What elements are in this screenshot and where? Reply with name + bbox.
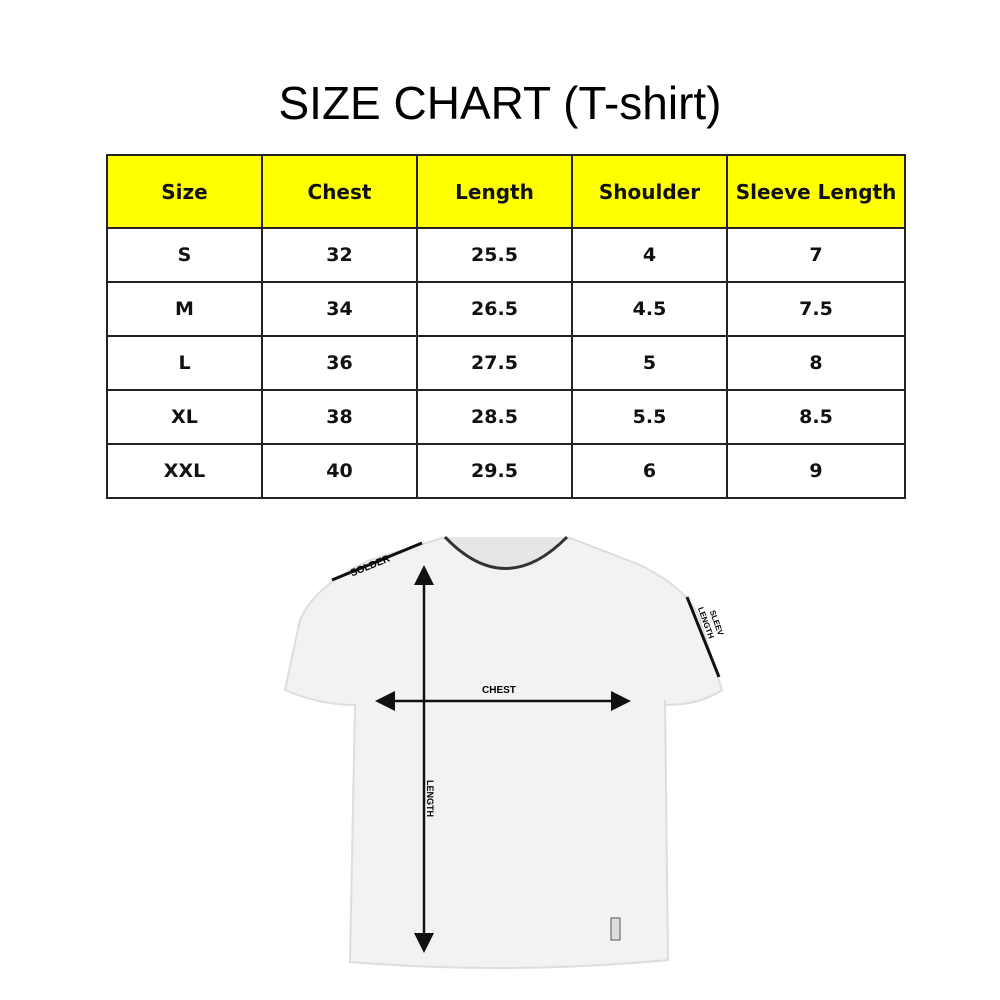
table-row: M 34 26.5 4.5 7.5 (106, 281, 906, 337)
header-chest: Chest (261, 154, 418, 229)
cell-shoulder: 5.5 (571, 389, 728, 445)
cell-sleeve-length: 7 (726, 227, 906, 283)
cell-size: M (106, 281, 263, 337)
cell-size: XXL (106, 443, 263, 499)
tshirt-tag (610, 917, 621, 941)
cell-size: XL (106, 389, 263, 445)
cell-length: 28.5 (416, 389, 573, 445)
table-row: L 36 27.5 5 8 (106, 335, 906, 391)
size-table: Size Chest Length Shoulder Sleeve Length… (106, 154, 906, 499)
cell-sleeve-length: 9 (726, 443, 906, 499)
cell-length: 26.5 (416, 281, 573, 337)
cell-length: 25.5 (416, 227, 573, 283)
chest-label: CHEST (482, 685, 516, 696)
header-shoulder: Shoulder (571, 154, 728, 229)
length-label: LENGTH (425, 780, 435, 817)
cell-shoulder: 4 (571, 227, 728, 283)
cell-chest: 34 (261, 281, 418, 337)
table-row: XL 38 28.5 5.5 8.5 (106, 389, 906, 445)
shoulder-measure-line (331, 541, 423, 582)
cell-shoulder: 4.5 (571, 281, 728, 337)
cell-sleeve-length: 8.5 (726, 389, 906, 445)
tshirt-shape (283, 536, 724, 970)
header-size: Size (106, 154, 263, 229)
cell-chest: 36 (261, 335, 418, 391)
cell-chest: 40 (261, 443, 418, 499)
cell-size: S (106, 227, 263, 283)
table-row: S 32 25.5 4 7 (106, 227, 906, 283)
sleeve-measure-line (685, 596, 721, 678)
cell-chest: 32 (261, 227, 418, 283)
header-length: Length (416, 154, 573, 229)
page-title: SIZE CHART (T-shirt) (278, 77, 722, 129)
cell-length: 27.5 (416, 335, 573, 391)
cell-shoulder: 5 (571, 335, 728, 391)
cell-length: 29.5 (416, 443, 573, 499)
cell-sleeve-length: 7.5 (726, 281, 906, 337)
cell-size: L (106, 335, 263, 391)
cell-shoulder: 6 (571, 443, 728, 499)
header-row: Size Chest Length Shoulder Sleeve Length (106, 154, 906, 229)
cell-sleeve-length: 8 (726, 335, 906, 391)
cell-chest: 38 (261, 389, 418, 445)
tshirt-collar (443, 535, 569, 570)
header-sleeve-length: Sleeve Length (726, 154, 906, 229)
table-row: XXL 40 29.5 6 9 (106, 443, 906, 499)
